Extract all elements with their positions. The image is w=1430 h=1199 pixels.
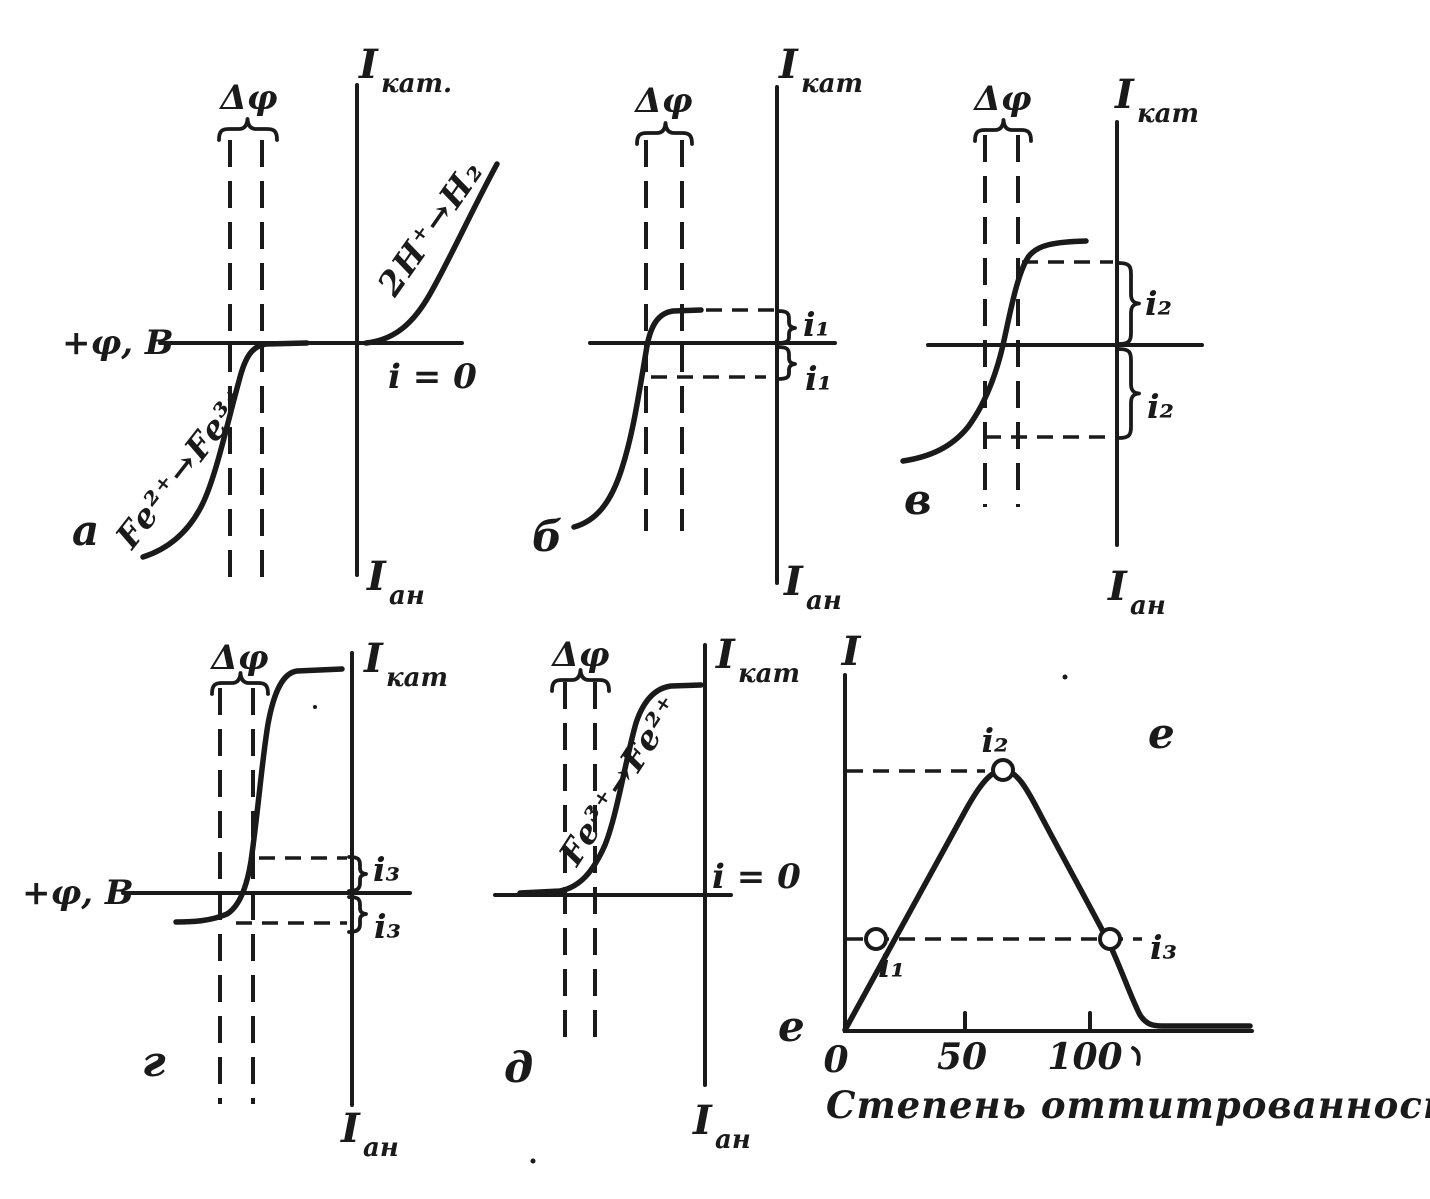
d-wave-curve (517, 682, 704, 896)
a-anodic-wave-curve (140, 340, 310, 560)
e-origin-label: 0 (823, 1039, 848, 1081)
v-anodic-axis-symbol: I (1107, 563, 1128, 610)
v-upper-current-brace (1117, 261, 1141, 346)
b-cathodic-axis-symbol: I (778, 41, 799, 88)
e-panel-letter: е (778, 1002, 805, 1051)
g-anodic-axis-subscript: ан (363, 1133, 399, 1163)
b-lower-current-label: i₁ (805, 359, 832, 398)
panel-d: I кат Δφ i = 0 Fe³⁺→Fe²⁺ д I ан (493, 631, 801, 1155)
e-point-i1-marker (864, 927, 888, 951)
d-panel-letter: д (504, 1043, 533, 1092)
e-point-i2-marker (991, 758, 1015, 782)
d-cathodic-axis-symbol: I (715, 631, 736, 678)
panel-g: I кат Δφ +φ, В i₃ i₃ г I ан (22, 635, 448, 1163)
d-anodic-axis-subscript: ан (715, 1125, 751, 1155)
g-wave-curve (173, 666, 345, 925)
b-delta-phi-brace (635, 121, 694, 146)
a-potential-axis-label: +φ, В (62, 323, 174, 363)
scan-speck (313, 705, 317, 709)
b-upper-current-label: i₁ (803, 305, 830, 344)
b-lower-current-brace (776, 345, 797, 381)
e-tick-label-50: 50 (937, 1036, 987, 1078)
scan-speck (530, 1158, 536, 1164)
d-cathodic-axis-subscript: кат (738, 659, 800, 689)
g-upper-current-brace (347, 855, 368, 893)
e-point-i2-label: i₂ (982, 721, 1009, 760)
e-point-i3-marker (1098, 927, 1122, 951)
a-anodic-axis-symbol: I (366, 553, 387, 600)
panel-b: I кат Δφ i₁ i₁ б I ан (532, 41, 863, 616)
panel-a: I кат. Δφ +φ, В i = 0 Fe²⁺→Fe³⁺ 2H⁺→H₂ а… (62, 41, 500, 611)
g-cathodic-axis-subscript: кат (386, 663, 448, 693)
a-cathodic-reaction-label: 2H⁺→H₂ (369, 152, 491, 304)
g-upper-current-label: i₃ (373, 850, 400, 889)
g-cathodic-axis-symbol: I (363, 635, 384, 682)
g-panel-letter: г (142, 1037, 166, 1086)
v-delta-phi-brace (973, 118, 1033, 143)
d-anodic-axis-symbol: I (692, 1097, 713, 1144)
b-anodic-axis-subscript: ан (806, 586, 842, 616)
v-wave-curve (900, 238, 1089, 464)
e-point-i3-label: i₃ (1150, 928, 1177, 967)
e-point-i1-label: i₁ (878, 946, 905, 985)
e-current-axis-label: I (841, 628, 862, 675)
panel-v: I кат Δφ i₂ i₂ в I ан (900, 71, 1204, 621)
v-delta-phi-label: Δφ (972, 79, 1031, 119)
b-wave-curve (571, 307, 704, 530)
a-cathodic-axis-symbol: I (358, 41, 379, 88)
e-x-axis-label: Степень оттитрованности,% (826, 1083, 1430, 1127)
a-panel-letter: а (72, 506, 99, 555)
v-lower-current-brace (1117, 347, 1141, 440)
scan-mark (1131, 1046, 1141, 1066)
v-upper-current-label: i₂ (1145, 284, 1172, 323)
e-axes (843, 673, 1254, 1033)
v-anodic-axis-subscript: ан (1130, 591, 1166, 621)
panel-e: I i₂ i₁ i₃ е е 0 50 100 Степень оттитров… (778, 628, 1430, 1127)
b-cathodic-axis-subscript: кат (801, 69, 863, 99)
b-upper-current-brace (776, 309, 797, 345)
a-delta-phi-brace (217, 117, 279, 142)
b-panel-letter: б (532, 512, 562, 561)
b-delta-phi-label: Δφ (633, 81, 692, 121)
a-zero-current-label: i = 0 (388, 357, 477, 397)
v-lower-current-label: i₂ (1147, 387, 1174, 426)
a-delta-phi-label: Δφ (218, 78, 277, 118)
a-cathodic-axis-subscript: кат. (381, 69, 452, 99)
g-delta-phi-brace (210, 671, 270, 696)
g-lower-current-brace (347, 895, 368, 934)
v-cathodic-axis-symbol: I (1114, 71, 1135, 118)
d-delta-phi-brace (550, 668, 611, 693)
scan-speck (1062, 674, 1068, 680)
v-panel-letter: в (904, 475, 932, 524)
v-cathodic-axis-subscript: кат (1137, 99, 1199, 129)
a-anodic-axis-subscript: ан (389, 581, 425, 611)
e-tick-label-100: 100 (1047, 1036, 1122, 1078)
d-delta-phi-label: Δφ (550, 635, 609, 675)
d-zero-current-label: i = 0 (712, 857, 801, 897)
g-anodic-axis-symbol: I (340, 1105, 361, 1152)
g-potential-axis-label: +φ, В (22, 873, 134, 913)
e-panel-letter-inner: е (1148, 709, 1175, 758)
b-anodic-axis-symbol: I (783, 558, 804, 605)
e-titration-curve (842, 767, 1253, 1033)
a-hydrogen-curve (363, 161, 500, 346)
g-delta-phi-label: Δφ (209, 638, 268, 678)
d-cathodic-reaction-label: Fe³⁺→Fe²⁺ (550, 687, 689, 872)
g-lower-current-label: i₃ (374, 907, 401, 946)
